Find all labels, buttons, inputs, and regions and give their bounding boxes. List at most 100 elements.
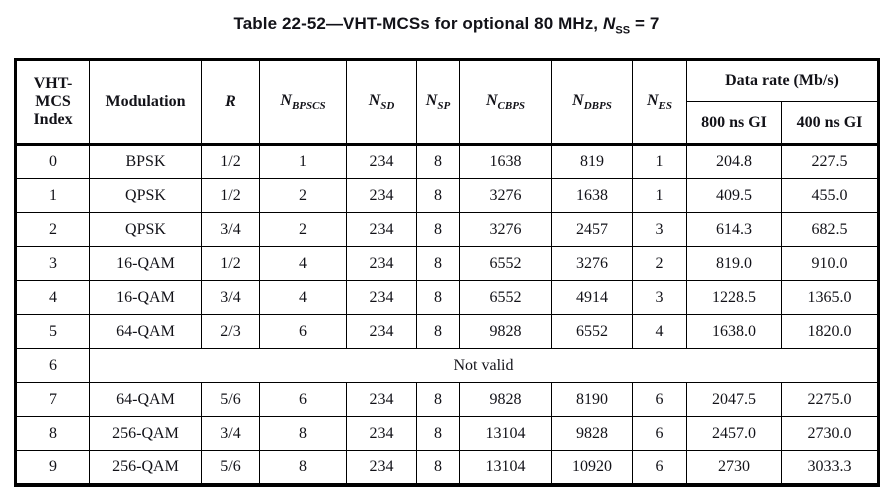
cell-modulation: 16-QAM: [89, 246, 202, 281]
cell-modulation: 64-QAM: [89, 314, 202, 349]
cell-nbpscs: 6: [259, 382, 347, 417]
header-nsd: NSD: [346, 59, 417, 146]
cell-index: 3: [15, 246, 90, 281]
cell-ndbps: 3276: [551, 246, 633, 281]
cell-nsd: 234: [346, 144, 417, 179]
cell-nsd: 234: [346, 246, 417, 281]
cell-nes: 3: [632, 280, 687, 315]
table-row-not-valid: 6 Not valid: [15, 348, 879, 383]
cell-nsp: 8: [416, 144, 460, 179]
cell-nes: 4: [632, 314, 687, 349]
cell-nes: 2: [632, 246, 687, 281]
cell-index: 8: [15, 416, 90, 451]
table-row: 4 16-QAM 3/4 4 234 8 6552 4914 3 1228.5 …: [15, 280, 879, 315]
cell-nes: 3: [632, 212, 687, 247]
cell-index: 2: [15, 212, 90, 247]
header-gi-400: 400 ns GI: [781, 101, 879, 146]
cell-index: 6: [15, 348, 90, 383]
table-row: 7 64-QAM 5/6 6 234 8 9828 8190 6 2047.5 …: [15, 382, 879, 417]
cell-rate-400: 2730.0: [781, 416, 879, 451]
cell-nbpscs: 2: [259, 212, 347, 247]
cell-ncbps: 6552: [459, 246, 552, 281]
table-row: 5 64-QAM 2/3 6 234 8 9828 6552 4 1638.0 …: [15, 314, 879, 349]
header-row-1: VHT- MCS Index Modulation R NBPSCS NSD N…: [15, 59, 879, 146]
cell-r: 3/4: [201, 280, 260, 315]
cell-nsp: 8: [416, 450, 460, 485]
table-row: 8 256-QAM 3/4 8 234 8 13104 9828 6 2457.…: [15, 416, 879, 451]
cell-nbpscs: 2: [259, 178, 347, 213]
cell-ndbps: 2457: [551, 212, 633, 247]
cell-r: 1/2: [201, 144, 260, 179]
cell-nsd: 234: [346, 178, 417, 213]
cell-r: 5/6: [201, 382, 260, 417]
header-nes: NES: [632, 59, 687, 146]
nss-variable: N: [602, 14, 616, 33]
cell-modulation: BPSK: [89, 144, 202, 179]
cell-index: 7: [15, 382, 90, 417]
cell-modulation: 16-QAM: [89, 280, 202, 315]
cell-rate-800: 204.8: [686, 144, 782, 179]
cell-nes: 1: [632, 144, 687, 179]
cell-nsd: 234: [346, 280, 417, 315]
cell-rate-800: 614.3: [686, 212, 782, 247]
table-title: Table 22-52—VHT-MCSs for optional 80 MHz…: [0, 0, 893, 36]
cell-index: 0: [15, 144, 90, 179]
table-row: 0 BPSK 1/2 1 234 8 1638 819 1 204.8 227.…: [15, 144, 879, 179]
cell-index: 1: [15, 178, 90, 213]
cell-nbpscs: 4: [259, 246, 347, 281]
cell-nsp: 8: [416, 246, 460, 281]
cell-modulation: 256-QAM: [89, 450, 202, 485]
cell-rate-400: 2275.0: [781, 382, 879, 417]
cell-rate-400: 455.0: [781, 178, 879, 213]
table-title-equals: = 7: [630, 14, 660, 33]
cell-nbpscs: 1: [259, 144, 347, 179]
cell-ndbps: 6552: [551, 314, 633, 349]
cell-nsd: 234: [346, 416, 417, 451]
cell-r: 1/2: [201, 246, 260, 281]
header-gi-800: 800 ns GI: [686, 101, 782, 146]
cell-modulation: 256-QAM: [89, 416, 202, 451]
cell-ncbps: 3276: [459, 212, 552, 247]
cell-nsp: 8: [416, 416, 460, 451]
cell-r: 3/4: [201, 212, 260, 247]
nss-subscript: SS: [615, 24, 631, 37]
header-vht-mcs-index: VHT- MCS Index: [15, 59, 90, 146]
table-row: 1 QPSK 1/2 2 234 8 3276 1638 1 409.5 455…: [15, 178, 879, 213]
cell-rate-400: 1820.0: [781, 314, 879, 349]
cell-nsp: 8: [416, 212, 460, 247]
header-ncbps: NCBPS: [459, 59, 552, 146]
cell-ncbps: 6552: [459, 280, 552, 315]
table-row: 9 256-QAM 5/6 8 234 8 13104 10920 6 2730…: [15, 450, 879, 485]
vht-mcs-table: VHT- MCS Index Modulation R NBPSCS NSD N…: [14, 58, 880, 487]
cell-ndbps: 9828: [551, 416, 633, 451]
cell-nsd: 234: [346, 212, 417, 247]
header-row-2: 800 ns GI 400 ns GI: [16, 101, 879, 146]
cell-ncbps: 13104: [459, 450, 552, 485]
cell-nes: 1: [632, 178, 687, 213]
header-data-rate-group: Data rate (Mb/s): [686, 59, 879, 102]
cell-ncbps: 1638: [459, 144, 552, 179]
header-ndbps: NDBPS: [551, 59, 633, 146]
cell-index: 5: [15, 314, 90, 349]
cell-rate-800: 2730: [686, 450, 782, 485]
cell-modulation: QPSK: [89, 212, 202, 247]
cell-rate-400: 910.0: [781, 246, 879, 281]
cell-ndbps: 4914: [551, 280, 633, 315]
cell-rate-800: 1638.0: [686, 314, 782, 349]
cell-nes: 6: [632, 382, 687, 417]
cell-modulation: 64-QAM: [89, 382, 202, 417]
cell-nsd: 234: [346, 314, 417, 349]
cell-nbpscs: 4: [259, 280, 347, 315]
cell-nbpscs: 8: [259, 450, 347, 485]
cell-ncbps: 9828: [459, 382, 552, 417]
cell-index: 4: [15, 280, 90, 315]
header-nsp: NSP: [416, 59, 460, 146]
cell-r: 2/3: [201, 314, 260, 349]
cell-nsp: 8: [416, 382, 460, 417]
cell-ncbps: 3276: [459, 178, 552, 213]
cell-rate-400: 3033.3: [781, 450, 879, 485]
cell-nes: 6: [632, 450, 687, 485]
cell-ndbps: 1638: [551, 178, 633, 213]
table-header: VHT- MCS Index Modulation R NBPSCS NSD N…: [15, 59, 879, 146]
table-row: 3 16-QAM 1/2 4 234 8 6552 3276 2 819.0 9…: [15, 246, 879, 281]
